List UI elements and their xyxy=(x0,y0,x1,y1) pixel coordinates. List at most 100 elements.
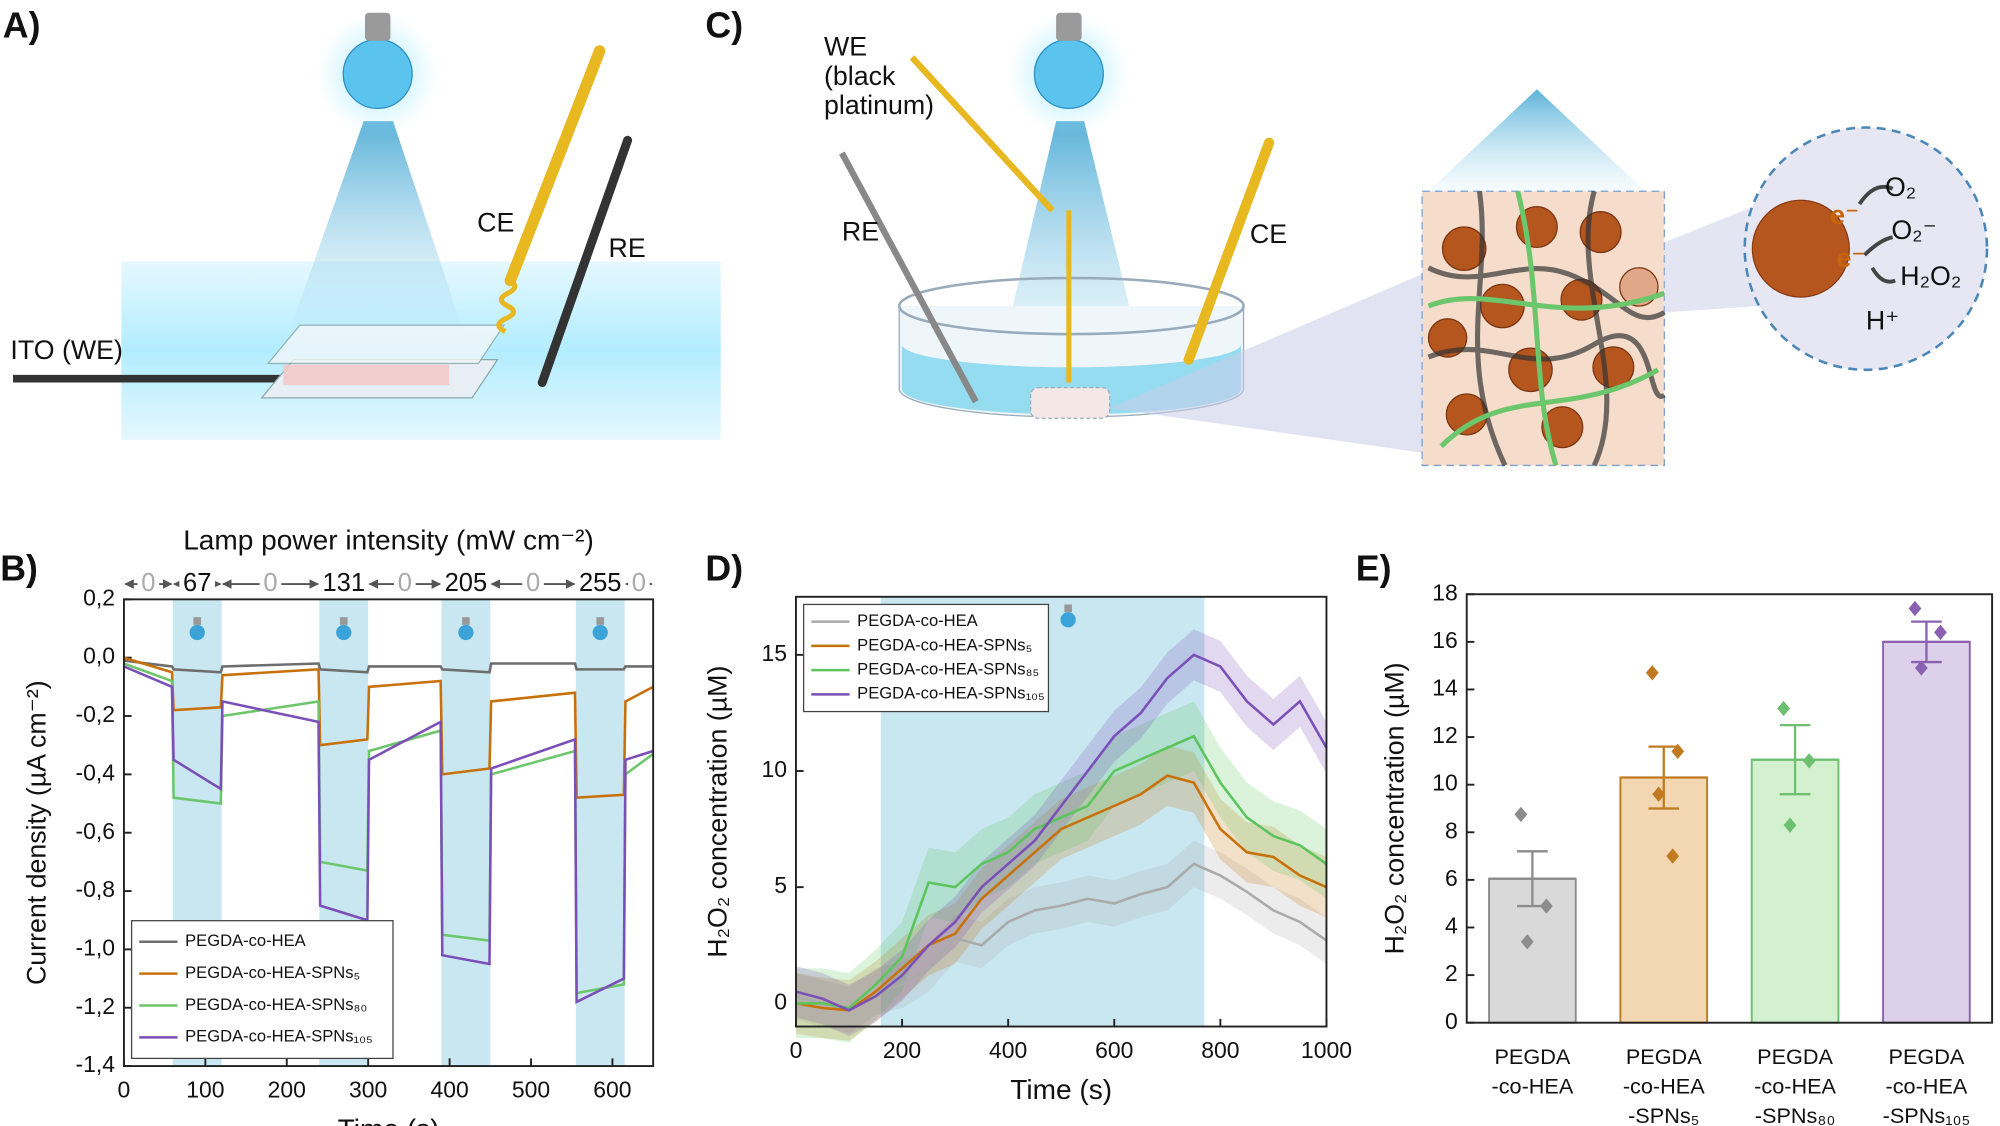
x-axis-label: Time (s) xyxy=(1010,1074,1112,1105)
x-tick-label: -SPNs₅ xyxy=(1628,1103,1699,1126)
error-band xyxy=(795,629,1327,1036)
y-axis-label: H₂O₂ concentration (µM) xyxy=(703,666,733,958)
y-tick-label: 10 xyxy=(762,756,788,782)
x-tick-label: -SPNs₁₀₅ xyxy=(1883,1103,1971,1126)
y-tick-label: 4 xyxy=(1445,913,1458,939)
power-label: 0 xyxy=(398,569,412,597)
x-tick-label: 200 xyxy=(883,1037,921,1063)
plot-frame xyxy=(795,595,1328,1028)
legend-label: PEGDA-co-HEA-SPNs₁₀₅ xyxy=(857,684,1045,703)
power-label: 205 xyxy=(445,569,488,597)
y-tick-label: 0,0 xyxy=(83,643,115,669)
panel-label: E) xyxy=(1356,549,1392,589)
y-tick-label: 14 xyxy=(1432,675,1458,701)
bar xyxy=(1882,640,1971,1024)
y-tick-label: -0,6 xyxy=(75,818,115,844)
panel-label: A) xyxy=(3,5,41,45)
bulb-base xyxy=(1056,12,1082,41)
y-tick-label: 6 xyxy=(1445,865,1458,891)
error-bar xyxy=(1489,850,1576,908)
data-line xyxy=(795,734,1328,1010)
label-bg xyxy=(137,570,160,599)
bar xyxy=(1750,758,1840,1024)
re-label: RE xyxy=(609,233,646,263)
y-axis-label: Current density (µA cm⁻²) xyxy=(22,680,52,985)
data-point xyxy=(1802,753,1816,769)
y-tick-label: -0,4 xyxy=(75,759,115,785)
bulb xyxy=(1033,38,1104,110)
power-label: 131 xyxy=(322,569,365,597)
x-tick-label: PEGDA xyxy=(1626,1044,1702,1069)
re-label: RE xyxy=(842,216,879,246)
power-label: 67 xyxy=(183,569,211,597)
data-point xyxy=(1652,786,1666,802)
data-line xyxy=(795,653,1328,1012)
diagram-c: C) WE (black platinum) RE CE e⁻ e⁻ O₂ O₂… xyxy=(705,5,1989,467)
x-tick-label: -co-HEA xyxy=(1623,1073,1705,1098)
bulb-base xyxy=(364,12,391,41)
x-tick-label: 0 xyxy=(790,1037,803,1063)
x-tick-label: 100 xyxy=(186,1077,224,1103)
data-point xyxy=(1671,743,1685,759)
lamp-icon xyxy=(339,617,348,625)
lamp-icon xyxy=(189,624,205,641)
label-bg xyxy=(179,570,216,599)
electron-label: e⁻ xyxy=(1837,243,1866,273)
x-tick-label: -co-HEA xyxy=(1491,1073,1573,1098)
we-label: ITO (WE) xyxy=(10,335,122,365)
panel-label: B) xyxy=(0,549,38,589)
y-tick-label: -0,8 xyxy=(75,876,115,902)
x-tick-label: PEGDA xyxy=(1757,1044,1833,1069)
lamp-icon xyxy=(462,617,470,625)
data-point xyxy=(1645,665,1659,681)
ce-electrode xyxy=(504,45,606,287)
data-point xyxy=(1514,806,1528,823)
we-label: (black xyxy=(824,61,896,91)
hydrogel xyxy=(283,364,450,386)
label-bg xyxy=(575,570,626,599)
power-label: 255 xyxy=(579,569,622,597)
legend-label: PEGDA-co-HEA-SPNs₁₀₅ xyxy=(185,1027,373,1046)
we-electrode xyxy=(909,55,1055,213)
data-point xyxy=(1540,898,1553,914)
light-period xyxy=(441,599,491,1067)
error-bar xyxy=(1883,620,1970,664)
y-tick-label: 18 xyxy=(1432,579,1458,605)
lamp-icon xyxy=(1060,612,1076,628)
x-tick-label: PEGDA xyxy=(1494,1044,1570,1069)
reaction-arrows xyxy=(1857,184,1896,284)
data-line xyxy=(123,665,654,1004)
power-label: 0 xyxy=(632,569,646,597)
x-tick-label: 0 xyxy=(118,1077,131,1103)
error-bar xyxy=(1620,745,1708,810)
light-cone xyxy=(1428,89,1646,192)
superoxide-label: O₂⁻ xyxy=(1891,215,1936,245)
y-tick-label: 8 xyxy=(1445,817,1458,843)
data-point xyxy=(1934,624,1947,640)
power-label: 0 xyxy=(141,569,155,597)
power-label: 0 xyxy=(526,569,540,597)
plot-frame xyxy=(122,598,655,1068)
ce-spring xyxy=(496,278,518,334)
y-tick-label: 10 xyxy=(1432,770,1458,796)
ce-electrode xyxy=(1183,137,1275,365)
polymer-chains xyxy=(1427,190,1666,467)
data-line xyxy=(123,656,654,800)
x-tick-label: 600 xyxy=(1095,1037,1133,1063)
ce-label: CE xyxy=(1250,219,1287,249)
y-tick-label: 0 xyxy=(774,988,787,1014)
legend-label: PEGDA-co-HEA-SPNs₈₅ xyxy=(857,659,1039,678)
x-tick-label: 300 xyxy=(349,1077,387,1103)
data-point xyxy=(1666,848,1680,864)
y-tick-label: -0,2 xyxy=(75,701,115,727)
x-tick-label: -co-HEA xyxy=(1754,1073,1836,1098)
plot-frame xyxy=(1465,593,1994,1024)
lamp-icon xyxy=(336,624,352,641)
y-tick-label: 2 xyxy=(1445,960,1458,986)
y-tick-label: 16 xyxy=(1432,627,1458,653)
error-bar xyxy=(1751,724,1839,796)
lamp-icon xyxy=(592,624,608,641)
label-bg xyxy=(522,570,544,599)
data-point xyxy=(1777,700,1790,717)
